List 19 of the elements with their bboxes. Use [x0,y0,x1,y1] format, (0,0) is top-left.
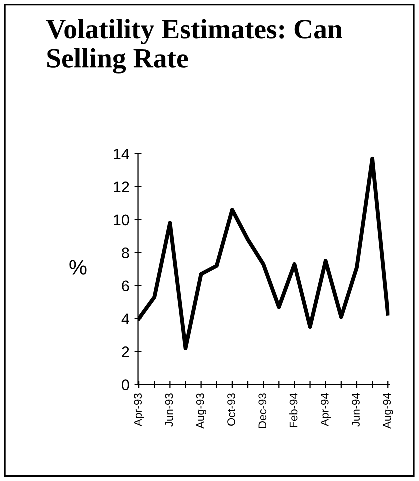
y-tick-label: 14 [114,148,130,160]
x-tick-label: Aug-93 [196,394,206,429]
x-tick-label: Apr-93 [134,394,144,426]
x-tick-label: Dec-93 [258,394,267,428]
y-axis-title: % [70,260,87,275]
y-tick-label: 6 [122,280,130,292]
x-tick-label: Jun-93 [165,394,174,427]
y-tick-label: 4 [122,314,130,324]
x-tick-label: Feb-94 [290,393,298,428]
y-tick-label: 10 [114,214,130,226]
x-tick-label: Apr-94 [320,393,332,426]
chart-title: Volatility Estimates: Can Selling Rate [46,19,342,74]
y-tick-label: 8 [122,248,130,259]
y-tick-label: 0 [122,380,130,390]
y-tick-label: 2 [122,346,130,358]
x-tick-label: Oct-93 [228,394,236,426]
y-tick-label: 12 [114,182,130,192]
x-tick-label: Jun-94 [352,393,360,427]
x-tick-label: Aug-94 [383,393,394,429]
